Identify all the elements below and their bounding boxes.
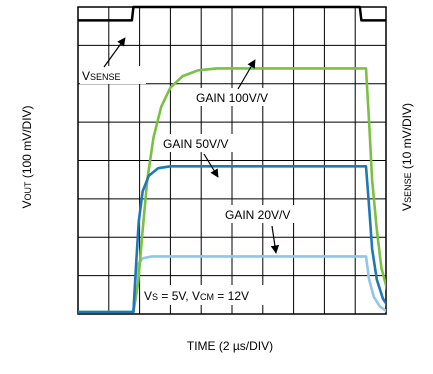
vsense-label: VSENSE <box>82 69 121 83</box>
waveform-traces <box>78 5 386 314</box>
gain50-arrow <box>203 153 219 178</box>
gain50-label: GAIN 50V/V <box>163 137 228 151</box>
conditions-bg <box>141 285 293 305</box>
gain20-label: GAIN 20V/V <box>225 208 290 222</box>
gain20-label-bg <box>222 205 310 223</box>
gain100-label-bg <box>193 88 280 106</box>
trace-annotations: VSENSE GAIN 100V/V GAIN 50V/V GAIN 20V/V… <box>80 37 310 305</box>
gain100-label: GAIN 100V/V <box>196 91 268 105</box>
trace-0 <box>78 5 386 22</box>
y-axis-left-label: VOUT (100 mV/DIV) <box>20 105 34 208</box>
trace-1 <box>78 67 386 314</box>
conditions-label: VS = 5V, VCM = 12V <box>144 289 249 303</box>
trace-2 <box>78 165 386 314</box>
scope-grid <box>77 6 387 315</box>
gain50-label-bg <box>160 134 248 152</box>
y-axis-right-label: VSENSE (10 mV/DIV) <box>400 103 414 211</box>
gain20-arrow <box>270 225 280 254</box>
vsense-arrow <box>103 37 126 68</box>
x-axis-label: TIME (2 µs/DIV) <box>187 339 273 353</box>
vsense-label-bg <box>80 66 146 84</box>
gain100-arrow <box>237 59 256 90</box>
